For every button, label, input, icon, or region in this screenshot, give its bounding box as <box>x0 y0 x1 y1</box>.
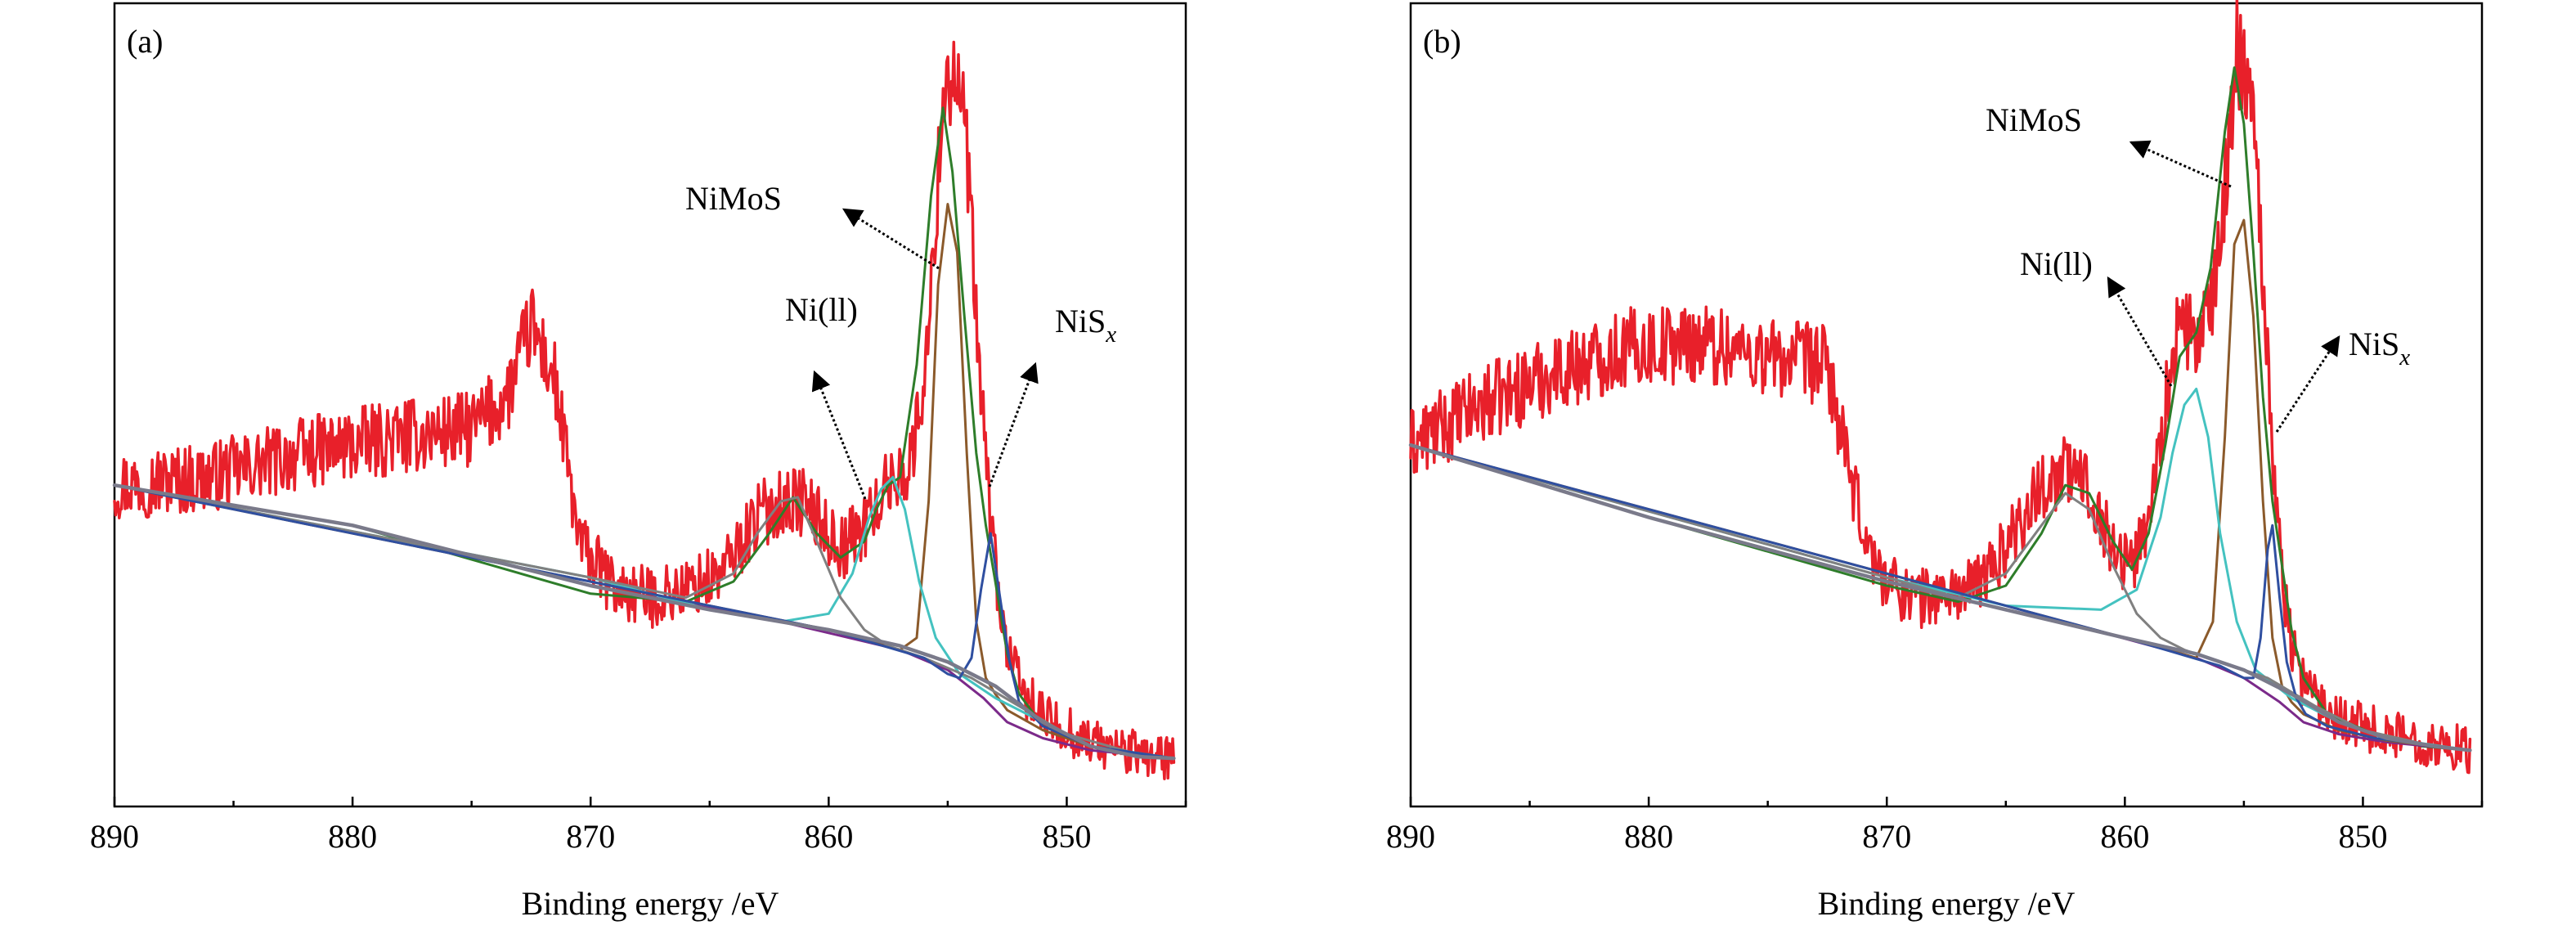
panel-a-nisx-label: NiSx <box>1055 303 1116 348</box>
panel-b-x-axis-title: Binding energy /eV <box>1818 885 2076 922</box>
panel-b-nimos-label: NiMoS <box>1986 101 2082 138</box>
panel-b-curves <box>1408 0 2472 775</box>
panel-b-series-ni2_sat <box>1409 387 2471 752</box>
panel-b-series-envelope <box>1409 66 2471 752</box>
panel-a-nisx-label-main: NiS <box>1055 303 1106 339</box>
panel-a-plot-frame <box>113 2 1187 808</box>
panel-a-ni2-arrow <box>811 370 867 500</box>
panel-b: 890 880 870 860 850 (b) Binding energy /eV N… <box>1386 0 2484 922</box>
panel-b-label: (b) <box>1423 23 1461 60</box>
panel-b-nisx-label-sub: x <box>2399 344 2410 371</box>
panel-b-x-tick-label: 880 <box>1624 818 1673 855</box>
panel-b-nisx-label-main: NiS <box>2349 326 2399 362</box>
panel-a-x-tick-label: 880 <box>328 818 377 855</box>
panel-a-x-tick-label: 890 <box>90 818 139 855</box>
panel-b-plot-frame <box>1409 2 2484 808</box>
panel-b-x-tick-label: 860 <box>2100 818 2149 855</box>
panel-b-series-baseline <box>1408 443 2472 753</box>
panel-a-curves <box>112 40 1176 780</box>
panel-b-x-tick-label: 850 <box>2338 818 2387 855</box>
panel-a-ni2-label: Ni(ll) <box>785 291 858 328</box>
panel-b-nimos-arrow <box>2129 140 2232 188</box>
panel-a-x-axis: 890 880 870 860 850 <box>90 797 1187 855</box>
panel-a-nimos-arrow <box>841 208 940 270</box>
panel-a-nisx-label-sub: x <box>1105 321 1116 348</box>
panel-a-x-axis-title: Binding energy /eV <box>522 885 779 922</box>
panel-b-x-axis: 890 880 870 860 850 <box>1386 797 2484 855</box>
panel-a-x-tick-label: 850 <box>1042 818 1091 855</box>
panel-b-series-ni2 <box>1409 443 2471 752</box>
panel-b-series-nisx <box>1409 443 2471 752</box>
panel-b-series-raw <box>1409 0 2472 775</box>
panel-a-label: (a) <box>127 23 163 60</box>
panel-a-nimos-label: NiMoS <box>685 180 782 217</box>
panel-b-x-tick-label: 890 <box>1386 818 1435 855</box>
panel-a-series-ni2_sat <box>113 475 1175 760</box>
panel-a: 890 880 870 860 850 (a) Binding energy /eV N… <box>90 2 1187 922</box>
panel-b-nisx-label: NiSx <box>2349 326 2410 371</box>
panel-a-series-nimos <box>113 203 1175 760</box>
panel-b-nisx-arrow <box>2275 335 2340 433</box>
panel-b-ni2-arrow <box>2107 276 2173 387</box>
panel-a-series-raw <box>113 40 1176 780</box>
panel-a-nisx-arrow <box>988 362 1039 487</box>
panel-a-series-bg <box>113 483 1175 760</box>
panel-a-series-baseline <box>112 483 1176 761</box>
panel-b-ni2-label: Ni(ll) <box>2020 245 2093 282</box>
panel-a-x-tick-label: 870 <box>566 818 615 855</box>
panel-a-series-ni2 <box>113 483 1175 760</box>
panel-b-x-tick-label: 870 <box>1862 818 1911 855</box>
panel-a-series-nisx <box>113 483 1175 760</box>
panel-a-x-tick-label: 860 <box>804 818 853 855</box>
